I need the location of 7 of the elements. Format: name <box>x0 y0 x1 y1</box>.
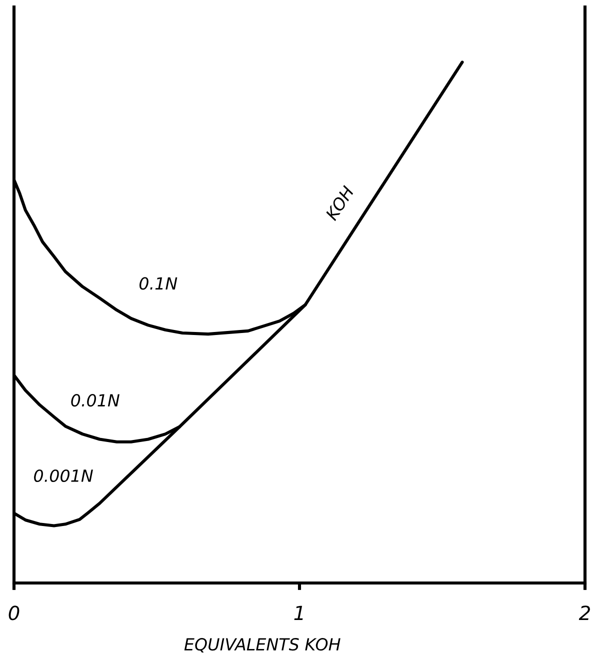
series-label: 0.001N <box>34 469 93 482</box>
x-axis-title: EQUIVALENTS KOH <box>184 638 340 653</box>
series-label: 0.1N <box>139 277 178 290</box>
x-tick-label: 0 <box>8 606 20 620</box>
series-label: 0.01N <box>71 394 120 407</box>
x-tick-label: 1 <box>294 606 303 620</box>
x-tick-label: 2 <box>578 606 590 620</box>
